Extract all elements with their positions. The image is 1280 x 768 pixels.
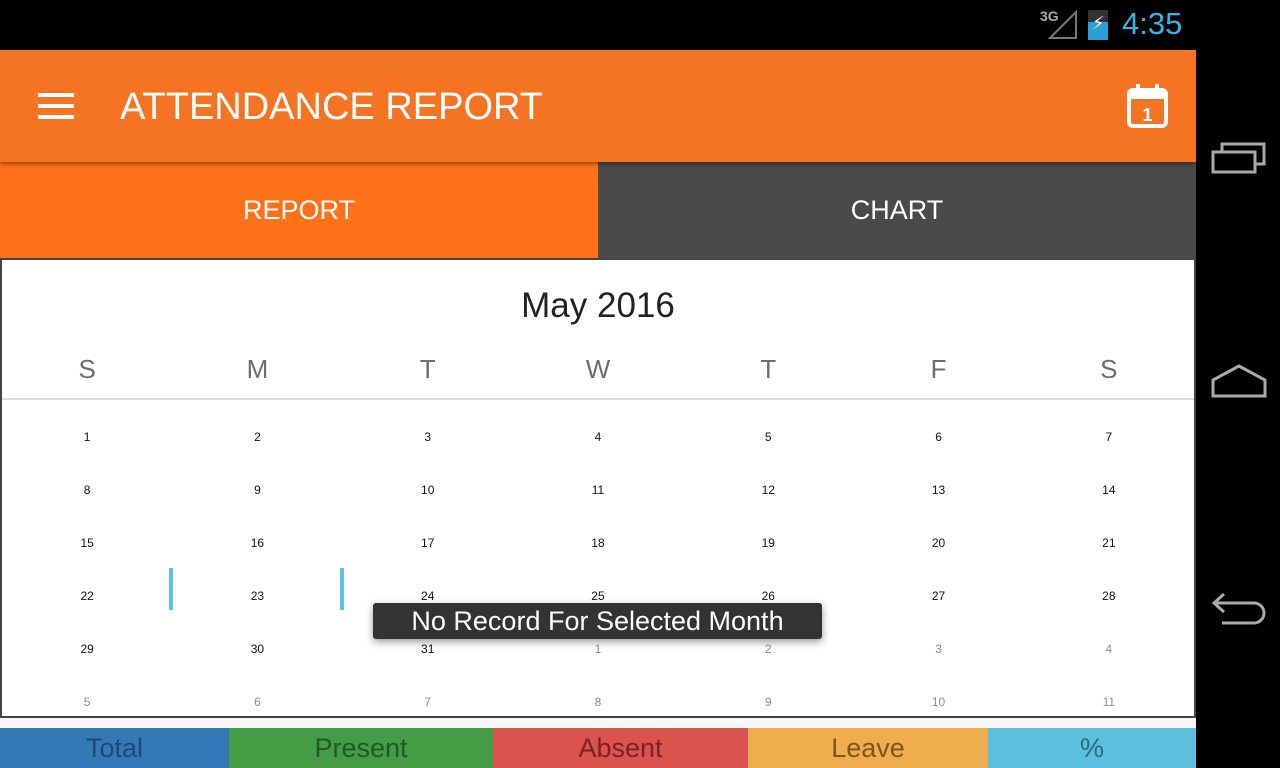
calendar-day[interactable]: 21 bbox=[1102, 536, 1116, 550]
calendar-week: 15 16 17 18 19 20 21 bbox=[2, 536, 1194, 550]
calendar-day[interactable]: 29 bbox=[80, 642, 94, 656]
calendar-day[interactable]: 2 bbox=[254, 430, 261, 444]
calendar-day[interactable]: 11 bbox=[591, 483, 605, 497]
calendar-day[interactable]: 28 bbox=[1102, 589, 1116, 603]
calendar-day-other-month[interactable]: 11 bbox=[1102, 695, 1116, 709]
calendar-day-other-month[interactable]: 2 bbox=[764, 642, 772, 656]
divider bbox=[2, 398, 1194, 400]
hamburger-menu-icon[interactable] bbox=[38, 93, 74, 119]
toast-message: No Record For Selected Month bbox=[373, 603, 822, 639]
calendar-day-other-month[interactable]: 7 bbox=[424, 695, 432, 709]
page-title: ATTENDANCE REPORT bbox=[120, 86, 543, 128]
calendar-day-other-month[interactable]: 1 bbox=[594, 642, 602, 656]
calendar-week: 8 9 10 11 12 13 14 bbox=[2, 483, 1194, 497]
calendar-day[interactable]: 13 bbox=[931, 483, 946, 497]
weekday-label: S bbox=[78, 354, 96, 384]
weekday-label: F bbox=[930, 354, 947, 384]
recent-apps-icon[interactable] bbox=[1210, 140, 1268, 176]
legend-present: Present bbox=[229, 728, 493, 768]
legend-leave: Leave bbox=[748, 728, 988, 768]
selection-marker-left bbox=[169, 568, 173, 610]
calendar-day-other-month[interactable]: 6 bbox=[254, 695, 261, 709]
calendar-day[interactable]: 10 bbox=[421, 483, 435, 497]
calendar-day[interactable]: 24 bbox=[421, 589, 435, 603]
signal-icon bbox=[1048, 10, 1077, 39]
calendar-icon-day: 1 bbox=[1142, 105, 1152, 125]
calendar-day[interactable]: 7 bbox=[1105, 430, 1113, 444]
weekday-label: T bbox=[419, 354, 436, 384]
calendar-day[interactable]: 14 bbox=[1102, 483, 1116, 497]
calendar-day-other-month[interactable]: 10 bbox=[931, 695, 946, 709]
calendar-day-other-month[interactable]: 8 bbox=[594, 695, 602, 709]
calendar-day[interactable]: 26 bbox=[761, 589, 775, 603]
summary-legend: Total Present Absent Leave% bbox=[0, 728, 1196, 768]
legend-total: Total bbox=[0, 728, 229, 768]
battery-charging-icon: ⚡ bbox=[1088, 10, 1108, 40]
home-icon[interactable] bbox=[1210, 362, 1268, 400]
weekday-label: M bbox=[246, 354, 269, 384]
calendar-icon[interactable]: 1 bbox=[1127, 83, 1168, 128]
calendar-day[interactable]: 31 bbox=[421, 642, 435, 656]
spacer bbox=[0, 718, 1196, 728]
weekday-label: W bbox=[585, 354, 611, 384]
tab-bar: REPORT CHART bbox=[0, 162, 1196, 258]
calendar-day[interactable]: 4 bbox=[594, 430, 602, 444]
calendar-week: 22 23 24 25 26 27 28 bbox=[2, 589, 1194, 603]
calendar-day-other-month[interactable]: 5 bbox=[83, 695, 91, 709]
calendar-day[interactable]: 15 bbox=[80, 536, 94, 550]
calendar-day[interactable]: 27 bbox=[931, 589, 946, 603]
calendar-week: 1 2 3 4 5 6 7 bbox=[2, 430, 1194, 444]
legend-absent: Absent bbox=[493, 728, 748, 768]
calendar-day[interactable]: 12 bbox=[761, 483, 775, 497]
calendar-day[interactable]: 1 bbox=[83, 430, 91, 444]
app-bar: ATTENDANCE REPORT 1 bbox=[0, 50, 1196, 162]
calendar-day[interactable]: 19 bbox=[761, 536, 775, 550]
weekday-label: T bbox=[760, 354, 777, 384]
tab-chart[interactable]: CHART bbox=[598, 162, 1196, 258]
status-bar: 3G ⚡ 4:35 bbox=[0, 0, 1196, 50]
navigation-bar bbox=[1196, 0, 1280, 768]
network-type: 3G bbox=[1040, 8, 1059, 24]
calendar-day[interactable]: 30 bbox=[250, 642, 265, 656]
calendar-day-other-month[interactable]: 3 bbox=[935, 642, 942, 656]
clock: 4:35 bbox=[1122, 6, 1183, 41]
calendar-day[interactable]: 3 bbox=[424, 430, 432, 444]
weekday-label: S bbox=[1100, 354, 1118, 384]
calendar-day[interactable]: 5 bbox=[764, 430, 772, 444]
calendar-day[interactable]: 8 bbox=[83, 483, 91, 497]
calendar-day[interactable]: 22 bbox=[80, 589, 94, 603]
calendar-day[interactable]: 18 bbox=[591, 536, 605, 550]
calendar-day-other-month[interactable]: 4 bbox=[1105, 642, 1113, 656]
calendar-day[interactable]: 20 bbox=[931, 536, 946, 550]
tab-report[interactable]: REPORT bbox=[0, 162, 598, 258]
calendar-day-other-month[interactable]: 9 bbox=[764, 695, 772, 709]
calendar-day[interactable]: 9 bbox=[254, 483, 261, 497]
selection-marker-right bbox=[340, 568, 344, 610]
calendar-month-title: May 2016 bbox=[521, 286, 675, 325]
calendar-week: 5 6 7 8 9 10 11 bbox=[2, 695, 1194, 709]
calendar-week: 29 30 31 1 2 3 4 bbox=[2, 642, 1194, 656]
calendar-day[interactable]: 25 bbox=[591, 589, 605, 603]
back-icon[interactable] bbox=[1210, 586, 1270, 626]
calendar-day[interactable]: 16 bbox=[250, 536, 265, 550]
calendar-day[interactable]: 6 bbox=[935, 430, 942, 444]
calendar-day[interactable]: 17 bbox=[421, 536, 435, 550]
legend-percent: % bbox=[988, 728, 1196, 768]
calendar-day[interactable]: 23 bbox=[250, 589, 265, 603]
